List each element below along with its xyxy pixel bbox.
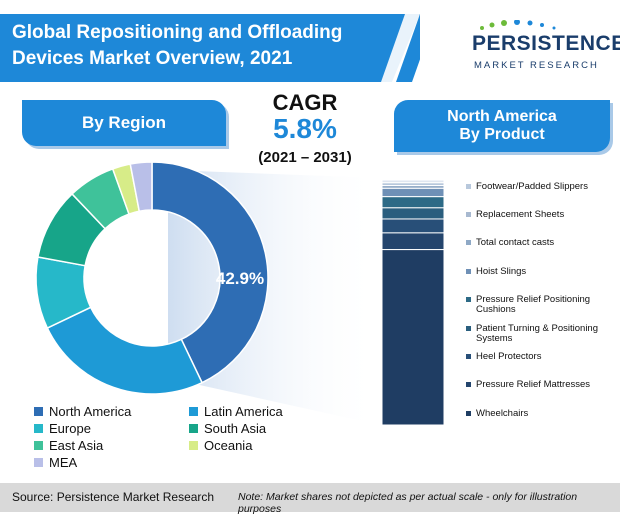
- product-swatch: [466, 269, 471, 274]
- title-banner: [0, 14, 420, 82]
- product-label-pressure-relief-cushions: Pressure Relief Positioning Cushions: [466, 295, 616, 315]
- product-swatch: [466, 354, 471, 359]
- product-label-text: Heel Protectors: [476, 351, 542, 362]
- product-label-text: Footwear/Padded Slippers: [476, 181, 588, 192]
- product-pill-line1: North America: [447, 108, 557, 125]
- product-label-pressure-relief-mattresses: Pressure Relief Mattresses: [466, 380, 616, 390]
- product-swatch: [466, 382, 471, 387]
- product-label-wheelchairs: Wheelchairs: [466, 409, 616, 419]
- legend-swatch: [34, 441, 43, 450]
- legend-item-north-america: North America: [34, 404, 131, 419]
- cagr-period: (2021 – 2031): [258, 149, 352, 166]
- product-label-text: Pressure Relief Mattresses: [476, 379, 591, 390]
- stacked-bar-chart: [381, 179, 445, 426]
- bar-segment-hoist-slings: [381, 187, 445, 198]
- product-swatch: [466, 212, 471, 217]
- product-swatch: [466, 326, 471, 331]
- product-label-patient-turning: Patient Turning & Positioning Systems: [466, 324, 616, 344]
- product-label-text: Total contact casts: [476, 237, 555, 248]
- product-swatch: [466, 411, 471, 416]
- product-swatch: [466, 184, 471, 189]
- bar-segment-heel-protectors: [381, 218, 445, 234]
- logo-sub-text: MARKET RESEARCH: [474, 60, 599, 71]
- footer-bar: [0, 483, 620, 512]
- legend-swatch: [189, 441, 198, 450]
- product-label-text: Replacement Sheets: [476, 209, 565, 220]
- product-label-heel-protectors: Heel Protectors: [466, 352, 616, 362]
- logo-main-text: PERSISTENCE: [472, 32, 620, 55]
- donut-slice-north-america: [151, 161, 269, 384]
- legend-swatch: [189, 407, 198, 416]
- logo-dots-icon: [480, 20, 556, 30]
- cagr-label: CAGR: [272, 90, 338, 115]
- donut-slice-latin-america: [46, 306, 204, 395]
- legend-swatch: [34, 458, 43, 467]
- legend-label: Oceania: [204, 438, 253, 453]
- legend-item-latin-america: Latin America: [189, 404, 283, 419]
- by-region-pill: By Region: [22, 100, 226, 146]
- bar-segment-pressure-relief-positioning-cushions: [381, 196, 445, 209]
- legend-label: North America: [49, 404, 132, 419]
- legend-item-oceania: Oceania: [189, 438, 252, 453]
- legend-label: Latin America: [204, 404, 283, 419]
- legend-item-east-asia: East Asia: [34, 438, 103, 453]
- product-pill-line2: By Product: [459, 126, 545, 143]
- legend-swatch: [34, 407, 43, 416]
- footer-source: Source: Persistence Market Research: [12, 490, 215, 504]
- legend-swatch: [34, 424, 43, 433]
- product-swatch: [466, 297, 471, 302]
- donut-slice-mea: [129, 161, 153, 213]
- persistence-logo: PERSISTENCE MARKET RESEARCH: [462, 20, 620, 72]
- product-label-total-contact-casts: Total contact casts: [466, 238, 616, 248]
- product-label-text: Wheelchairs: [476, 408, 529, 419]
- legend-label: East Asia: [49, 438, 104, 453]
- bar-segment-wheelchairs: [381, 249, 445, 426]
- legend-swatch: [189, 424, 198, 433]
- product-label-text: Patient Turning & Positioning Systems: [476, 323, 598, 344]
- north-america-share-label: 42.9%: [216, 269, 264, 288]
- product-label-text: Hoist Slings: [476, 266, 527, 277]
- legend-item-south-asia: South Asia: [189, 421, 266, 436]
- legend-label: Europe: [49, 421, 91, 436]
- north-america-by-product-pill: North America By Product: [394, 100, 610, 152]
- bar-segment-pressure-relief-mattresses: [381, 232, 445, 251]
- legend-item-europe: Europe: [34, 421, 91, 436]
- product-label-text: Pressure Relief Positioning Cushions: [476, 294, 591, 315]
- footer-note: Note: Market shares not depicted as per …: [238, 491, 578, 515]
- page-title: Global Repositioning and Offloading Devi…: [12, 22, 343, 69]
- bar-segment-patient-turning-positioning-systems: [381, 207, 445, 220]
- product-label-footwear: Footwear/Padded Slippers: [466, 182, 616, 192]
- legend-item-mea: MEA: [34, 455, 77, 470]
- product-swatch: [466, 240, 471, 245]
- product-label-replacement-sheets: Replacement Sheets: [466, 210, 616, 220]
- legend-label: South Asia: [204, 421, 267, 436]
- cagr-value: 5.8%: [273, 113, 337, 144]
- product-label-hoist-slings: Hoist Slings: [466, 267, 616, 277]
- legend-label: MEA: [49, 455, 78, 470]
- donut-chart: [35, 161, 269, 395]
